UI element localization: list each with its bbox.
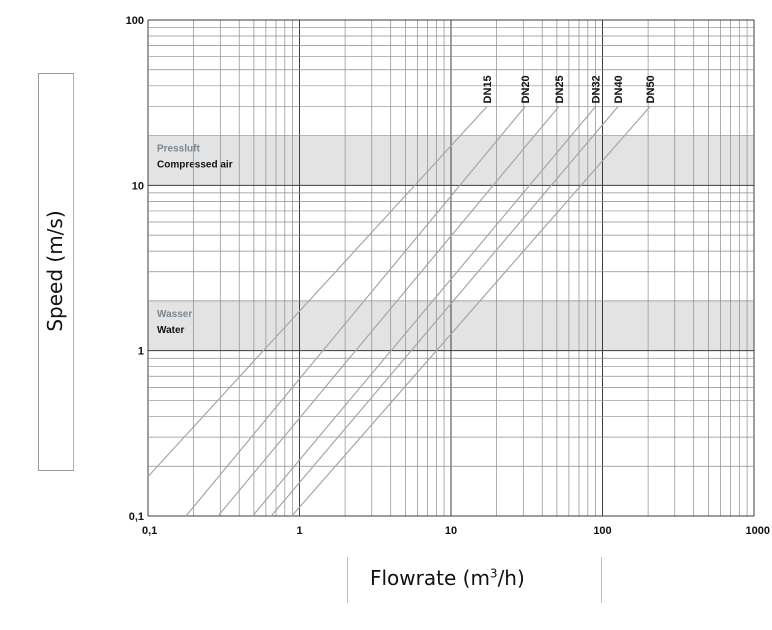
series-label-dn32: DN32 (591, 75, 603, 103)
x-axis-label-prefix: Flowrate (m (370, 566, 490, 590)
series-label-dn25: DN25 (554, 75, 566, 103)
series-line-dn15 (147, 106, 488, 478)
y-tick-label: 1 (138, 346, 144, 358)
series-line-dn25 (217, 106, 560, 517)
series-label-dn15: DN15 (482, 75, 494, 103)
series-layer: DN15 DN20 DN25 DN32 DN40 DN50 (147, 75, 657, 517)
series-label-dn40: DN40 (613, 75, 625, 103)
grid-layer (147, 19, 755, 517)
band-label-en: Compressed air (157, 160, 233, 171)
series-line-dn32 (252, 106, 597, 517)
series-line-dn40 (270, 106, 619, 517)
band-label-de: Wasser (157, 309, 192, 320)
x-axis-label-suffix: /h) (497, 566, 525, 590)
series-label-dn50: DN50 (645, 75, 657, 103)
x-label-separator-right (601, 557, 602, 603)
x-axis-label: Flowrate (m3/h) (370, 566, 525, 590)
y-axis-label-box (38, 73, 74, 471)
x-tick-label: 0,1 (142, 525, 157, 537)
y-tick-label: 10 (132, 180, 144, 192)
x-tick-label: 1 (296, 525, 302, 537)
y-axis-label: Speed (m/s) (43, 210, 67, 332)
band-label-de: Pressluft (157, 144, 200, 155)
y-tick-label: 0,1 (129, 511, 144, 523)
ticks-layer: 0,1 1 10 100 1000 100 10 1 0,1 (126, 15, 770, 537)
y-tick-label: 100 (126, 15, 144, 27)
x-tick-label: 1000 (746, 525, 770, 537)
x-tick-label: 100 (593, 525, 611, 537)
x-label-separator-left (347, 557, 348, 603)
series-line-dn20 (185, 106, 526, 517)
series-label-dn20: DN20 (520, 75, 532, 103)
series-line-dn50 (291, 106, 651, 517)
band-label-en: Water (157, 325, 185, 336)
x-axis-label-sup: 3 (489, 566, 498, 581)
x-tick-label: 10 (445, 525, 457, 537)
